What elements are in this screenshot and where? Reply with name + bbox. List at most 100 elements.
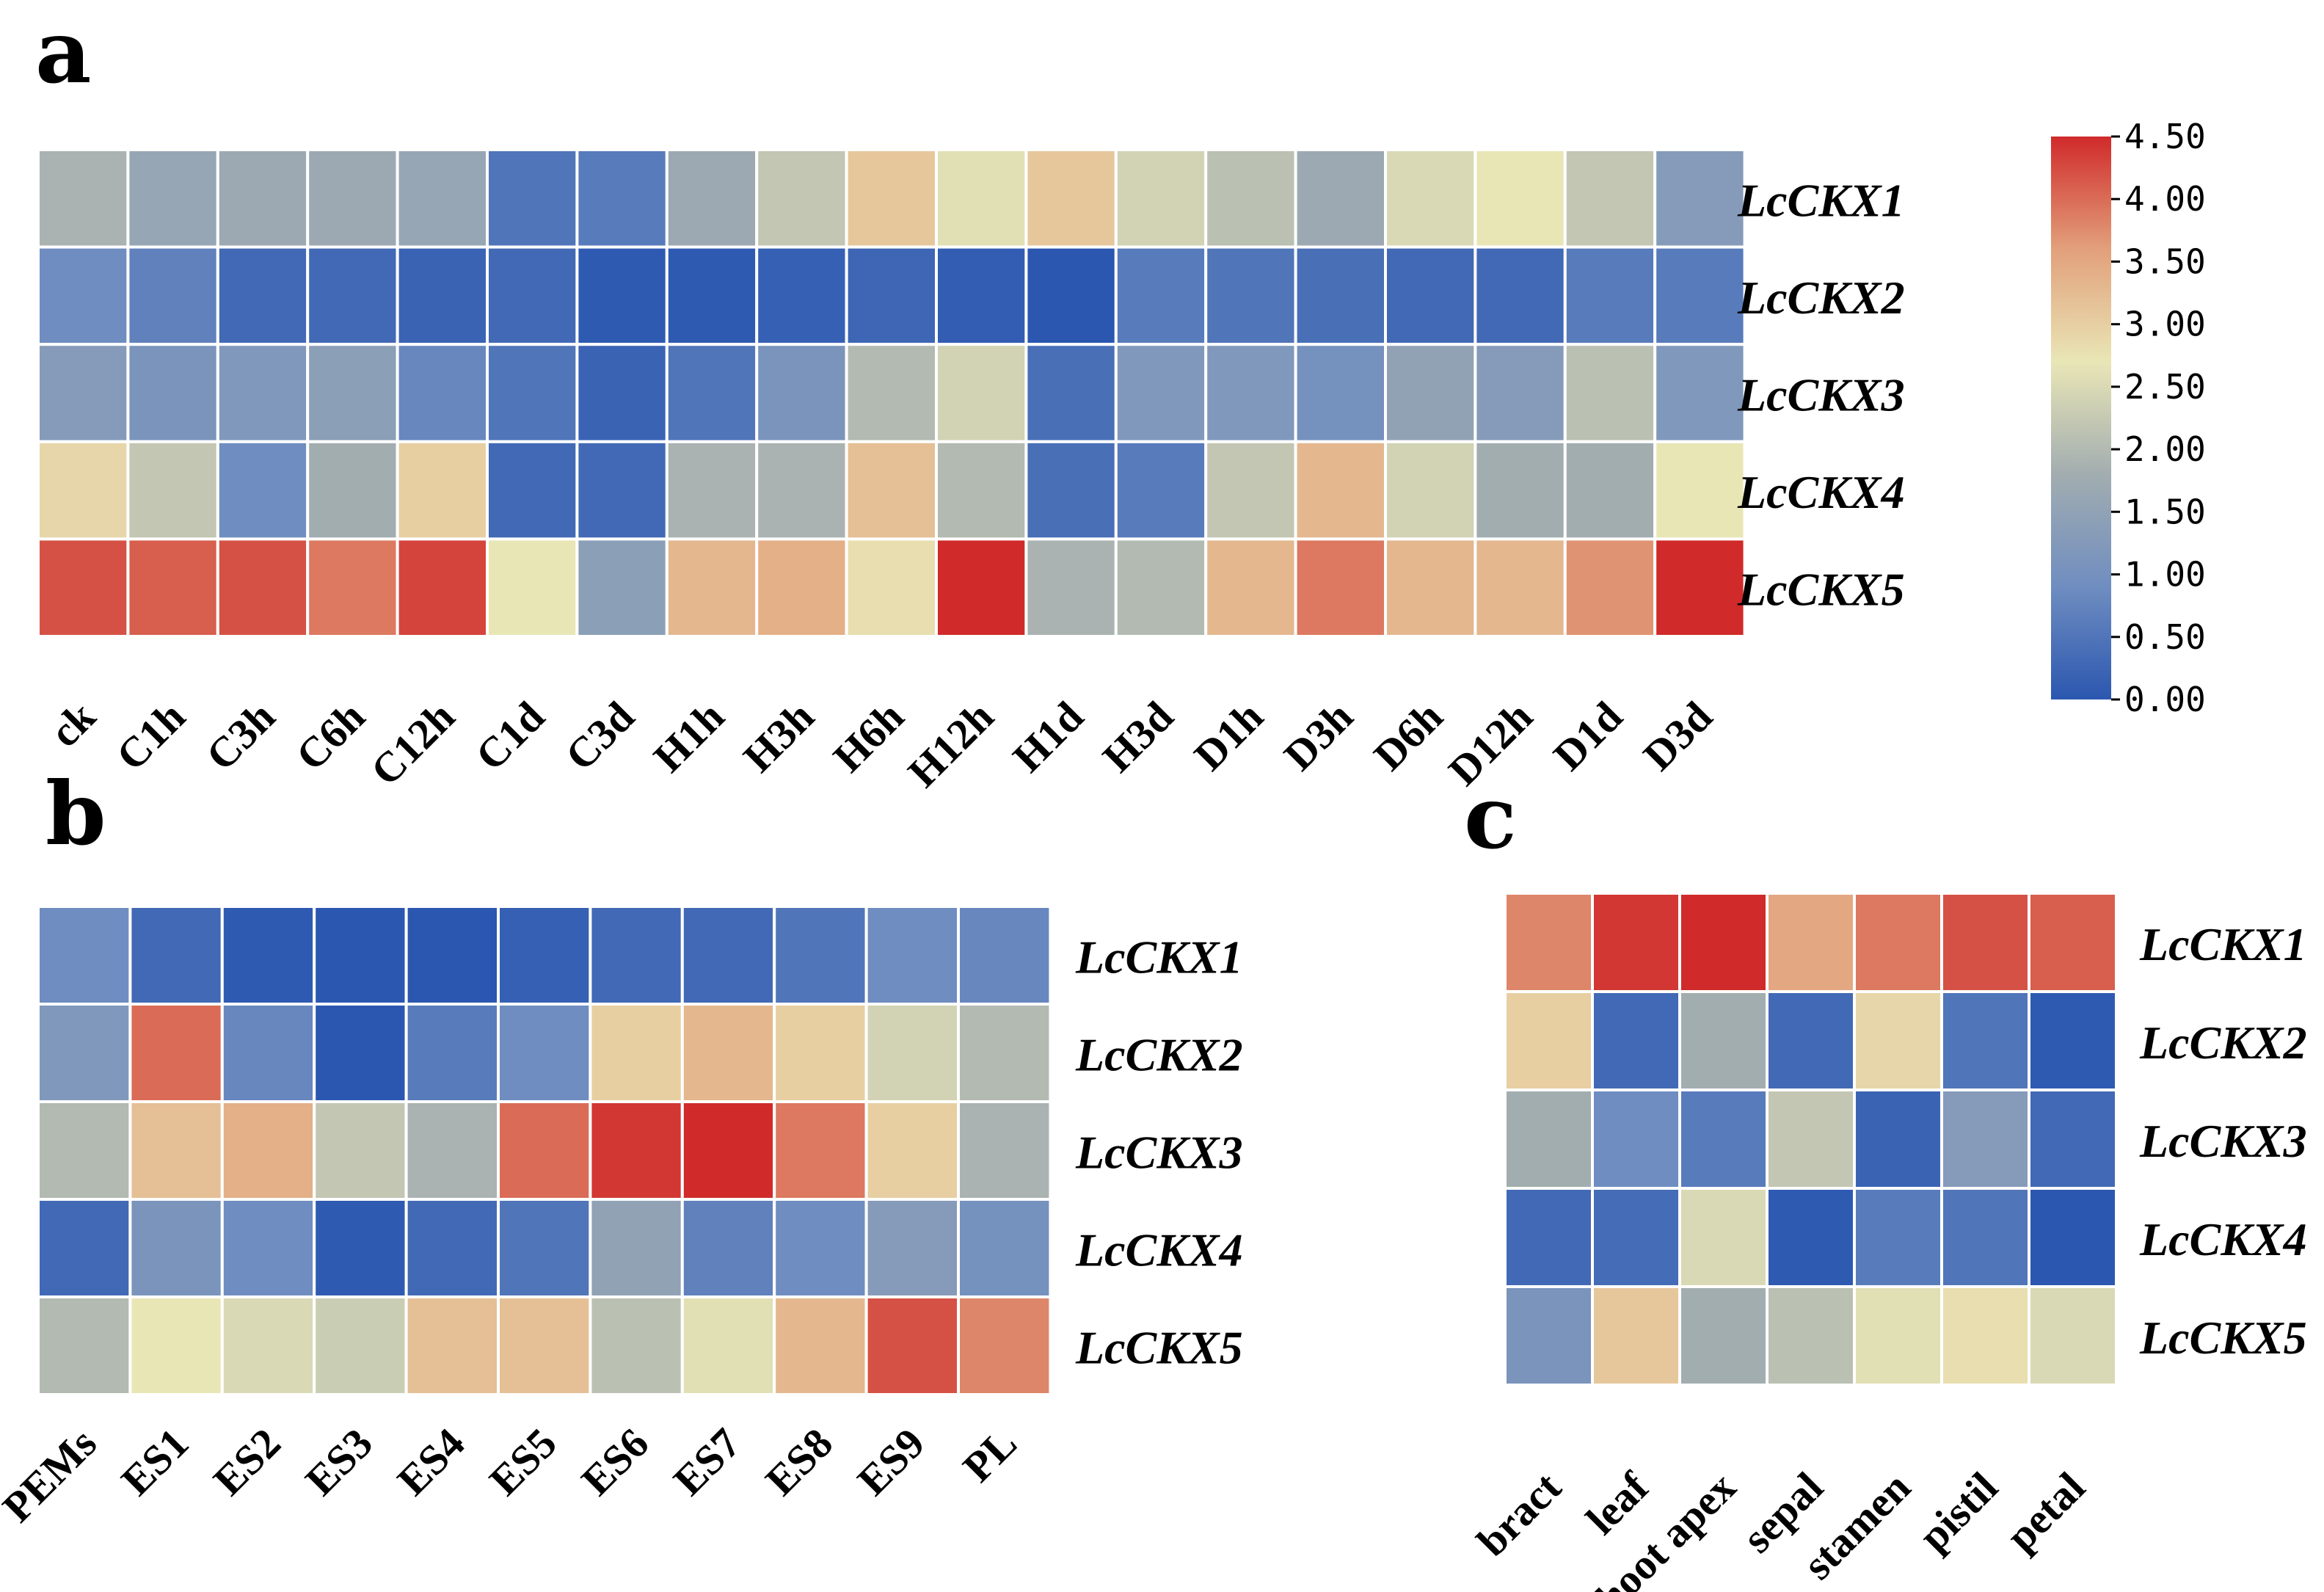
heatmap-cell <box>126 440 219 541</box>
heatmap-cell <box>680 1295 776 1396</box>
column-label: C3h <box>197 692 284 779</box>
column-label: PL <box>954 1419 1026 1491</box>
column-label: petal <box>1997 1463 2094 1560</box>
heatmap-cell <box>755 245 848 346</box>
heatmap-cell <box>1591 1088 1681 1190</box>
heatmap-cell <box>1766 1285 1856 1386</box>
colorbar-tick-label: 2.50 <box>2124 367 2206 407</box>
column-label: C3d <box>556 692 644 779</box>
heatmap-cell <box>1384 148 1477 249</box>
row-label: LcCKX2 <box>1737 272 1905 324</box>
heatmap-cell <box>220 1295 316 1396</box>
row-label: LcCKX5 <box>1075 1322 1243 1374</box>
heatmap-cell <box>1204 440 1297 541</box>
column-label: D3d <box>1634 692 1722 779</box>
heatmap-cell <box>216 148 310 249</box>
heatmap-cell <box>1940 1187 2030 1288</box>
heatmap-cell <box>589 905 684 1006</box>
heatmap-cell <box>1853 892 1943 993</box>
heatmap-cell <box>37 148 130 249</box>
column-label: ES5 <box>480 1419 566 1505</box>
heatmap-cell <box>935 148 1028 249</box>
heatmap-cell <box>845 148 938 249</box>
heatmap-cell <box>128 1295 224 1396</box>
heatmap-cell <box>575 245 669 346</box>
row-label: LcCKX5 <box>1737 564 1905 616</box>
heatmap-cell <box>1591 1285 1681 1386</box>
heatmap-cell <box>589 1003 684 1103</box>
heatmap-cell <box>1294 343 1387 443</box>
heatmap-cell <box>1474 440 1567 541</box>
heatmap-cell <box>306 148 399 249</box>
heatmap-cell <box>313 1295 408 1396</box>
heatmap-cell <box>575 148 669 249</box>
heatmap-cell <box>220 905 316 1006</box>
heatmap-cell <box>575 440 669 541</box>
row-label: LcCKX4 <box>1075 1224 1243 1276</box>
heatmap-cell <box>957 905 1052 1006</box>
heatmap-cell <box>404 1003 500 1103</box>
column-label: ES1 <box>112 1419 198 1505</box>
column-label: ES8 <box>756 1419 842 1505</box>
heatmap-cell <box>216 343 310 443</box>
heatmap-cell <box>589 1295 684 1396</box>
heatmap-cell <box>1504 892 1594 993</box>
heatmap-cell <box>37 905 132 1006</box>
heatmap-cell <box>1294 440 1387 541</box>
heatmap-cell <box>37 1003 132 1103</box>
heatmap-cell <box>957 1100 1052 1201</box>
heatmap-cell <box>306 537 399 639</box>
heatmap-cell <box>845 343 938 443</box>
heatmap-cell <box>2028 990 2118 1091</box>
heatmap-cell <box>2028 1088 2118 1190</box>
heatmap-cells-layer <box>37 148 2118 1396</box>
heatmap-cell <box>220 1198 316 1298</box>
heatmap-cell <box>773 905 868 1006</box>
heatmap-cell <box>935 245 1028 346</box>
heatmap-cell <box>1114 440 1208 541</box>
panel-label-c: c <box>1464 766 1517 868</box>
heatmap-cell <box>1294 148 1387 249</box>
heatmap-cell <box>1563 148 1657 249</box>
heatmap-cell <box>1591 1187 1681 1288</box>
heatmap-cell <box>486 245 579 346</box>
heatmap-cell <box>1653 245 1746 346</box>
heatmap-cell <box>1653 440 1746 541</box>
heatmap-cell <box>957 1295 1052 1396</box>
heatmap-cell <box>1678 1285 1769 1386</box>
heatmap-cell <box>37 1198 132 1298</box>
colorbar-tick-label: 4.00 <box>2124 179 2206 219</box>
colorbar-tick-label: 3.00 <box>2124 305 2206 344</box>
heatmap-cell <box>396 343 489 443</box>
colorbar-tick-label: 1.50 <box>2124 492 2206 531</box>
heatmap-cell <box>486 343 579 443</box>
heatmap-cell <box>126 537 219 639</box>
column-label: D1d <box>1544 692 1631 779</box>
heatmap-cell <box>773 1100 868 1201</box>
column-label: H3h <box>734 692 823 781</box>
column-label: C12h <box>362 692 464 794</box>
heatmap-cell <box>126 148 219 249</box>
column-label: H1d <box>1004 692 1093 781</box>
heatmap-cell <box>680 1003 776 1103</box>
column-label: C6h <box>287 692 374 779</box>
heatmap-cell <box>864 1198 960 1298</box>
heatmap-cell <box>1384 245 1477 346</box>
heatmap-panel-a <box>37 148 1746 639</box>
heatmap-cell <box>497 1100 592 1201</box>
heatmap-cell <box>128 1003 224 1103</box>
heatmap-cell <box>37 1295 132 1396</box>
row-label: LcCKX1 <box>1737 174 1905 226</box>
heatmap-cell <box>864 1003 960 1103</box>
heatmap-cell <box>404 1198 500 1298</box>
column-label: ES2 <box>204 1419 290 1505</box>
heatmap-cell <box>486 537 579 639</box>
heatmap-cell <box>680 905 776 1006</box>
heatmap-cell <box>1504 1088 1594 1190</box>
heatmap-cell <box>935 440 1028 541</box>
row-label: LcCKX1 <box>1075 931 1243 984</box>
heatmap-cell <box>1678 990 1769 1091</box>
heatmap-cell <box>1563 343 1657 443</box>
heatmap-cell <box>2028 1187 2118 1288</box>
